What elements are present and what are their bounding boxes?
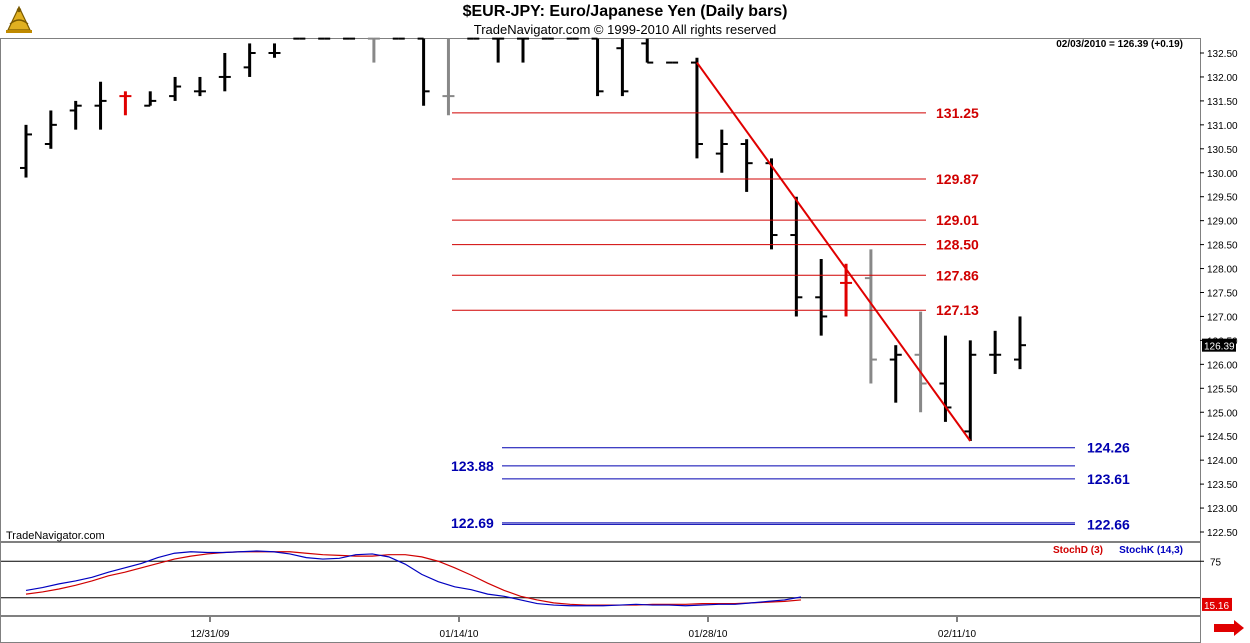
price-axis: 132.50 132.00 131.50 131.00 130.50 130.00 129.… xyxy=(1200,49,1238,539)
ohlc-bar xyxy=(690,57,703,159)
ohlc-bar xyxy=(417,37,430,106)
ohlc-bar xyxy=(815,258,828,336)
price-tick-label: 130.00 xyxy=(1207,169,1238,180)
ohlc-bar xyxy=(492,37,505,63)
time-tick-label: 02/11/10 xyxy=(938,629,977,640)
time-tick-label: 01/28/10 xyxy=(689,629,728,640)
price-tick-label: 130.50 xyxy=(1207,145,1238,156)
right-arrow-icon[interactable] xyxy=(1214,620,1244,636)
projection-label: 122.69 xyxy=(451,515,494,531)
ohlc-bar xyxy=(715,129,728,173)
ohlc-bar xyxy=(44,110,57,149)
time-axis-ticks: 12/31/09 01/14/10 01/28/10 02/11/10 xyxy=(191,617,977,640)
ohlc-bar xyxy=(1014,316,1026,370)
stoch-tick-label: 75 xyxy=(1210,557,1222,568)
stochd-line xyxy=(25,551,802,606)
projection-label: 123.61 xyxy=(1087,471,1130,487)
price-tick-label: 127.00 xyxy=(1207,312,1238,323)
last-price-label: 126.39 xyxy=(1204,342,1235,353)
legend-stochk: StochK (14,3) xyxy=(1119,545,1183,556)
ohlc-bar xyxy=(591,37,604,97)
levels-group: 131.25 129.87 129.01 128.50 127.86 127.13 124.… xyxy=(451,105,1130,532)
price-tick-label: 128.50 xyxy=(1207,241,1238,252)
price-tick-label: 126.00 xyxy=(1207,360,1238,371)
price-tick-label: 123.50 xyxy=(1207,480,1238,491)
retracement-label: 127.86 xyxy=(936,267,979,283)
ohlc-bar xyxy=(740,139,753,192)
projection-label: 124.26 xyxy=(1087,440,1130,456)
price-tick-label: 131.50 xyxy=(1207,97,1238,108)
price-tick-label: 132.50 xyxy=(1207,49,1238,60)
price-tick-label: 122.50 xyxy=(1207,528,1238,539)
stochastic-lines: 75 15.16 xyxy=(1,550,1232,612)
ohlc-bar xyxy=(69,100,82,130)
ohlc-bar xyxy=(989,330,1002,374)
ohlc-bar xyxy=(889,345,902,403)
ohlc-bar xyxy=(218,53,231,92)
price-tick-label: 123.00 xyxy=(1207,504,1238,515)
price-bars-group xyxy=(20,37,1026,442)
time-tick-label: 12/31/09 xyxy=(191,629,230,640)
projection-label: 122.66 xyxy=(1087,516,1130,532)
price-tick-label: 125.50 xyxy=(1207,384,1238,395)
retracement-label: 131.25 xyxy=(936,105,979,121)
retracement-label: 128.50 xyxy=(936,237,979,253)
ohlc-bar xyxy=(243,43,256,77)
ohlc-bar xyxy=(442,38,455,116)
ohlc-bar xyxy=(268,43,281,58)
ohlc-bar xyxy=(964,340,977,441)
price-tick-label: 124.00 xyxy=(1207,456,1238,467)
price-tick-label: 131.00 xyxy=(1207,121,1238,132)
price-tick-label: 127.50 xyxy=(1207,289,1238,300)
price-tick-label: 129.50 xyxy=(1207,193,1238,204)
ohlc-bar xyxy=(20,124,32,178)
price-tick-label: 128.00 xyxy=(1207,265,1238,276)
price-tick-label: 124.50 xyxy=(1207,432,1238,443)
price-panel xyxy=(0,38,1201,542)
ohlc-bar xyxy=(616,38,629,97)
watermark: TradeNavigator.com xyxy=(6,530,105,542)
ohlc-bar xyxy=(367,37,380,63)
chart-title: $EUR-JPY: Euro/Japanese Yen (Daily bars) xyxy=(462,3,788,20)
quote-readout: 02/03/2010 = 126.39 (+0.19) xyxy=(1056,39,1183,50)
ohlc-bar xyxy=(193,76,206,97)
last-price-box xyxy=(1202,338,1236,352)
retracement-label: 127.13 xyxy=(936,302,979,318)
ohlc-bar xyxy=(169,76,182,101)
time-tick-label: 01/14/10 xyxy=(440,629,479,640)
ohlc-bar xyxy=(914,311,927,413)
ohlc-bar xyxy=(840,263,853,317)
ohlc-bar xyxy=(517,37,529,63)
time-axis xyxy=(0,616,1201,643)
ohlc-bar xyxy=(864,249,877,384)
price-tick-label: 132.00 xyxy=(1207,73,1238,84)
legend-stochd: StochD (3) xyxy=(1053,545,1103,556)
ohlc-bar xyxy=(94,81,107,130)
price-tick-label: 125.00 xyxy=(1207,408,1238,419)
stochk-line xyxy=(25,550,802,607)
sextant-logo-icon xyxy=(4,4,34,34)
trendline xyxy=(696,61,972,442)
stoch-last-label: 15.16 xyxy=(1204,601,1229,612)
ohlc-bar xyxy=(790,196,803,317)
price-tick-label: 129.00 xyxy=(1207,217,1238,228)
copyright-text: TradeNavigator.com © 1999-2010 All right… xyxy=(473,22,777,37)
ohlc-bar xyxy=(144,91,157,107)
ohlc-bar xyxy=(119,91,132,116)
ohlc-bar xyxy=(641,38,654,64)
projection-label: 123.88 xyxy=(451,458,494,474)
retracement-label: 129.87 xyxy=(936,171,979,187)
retracement-label: 129.01 xyxy=(936,212,979,228)
stoch-last-box xyxy=(1202,597,1232,611)
